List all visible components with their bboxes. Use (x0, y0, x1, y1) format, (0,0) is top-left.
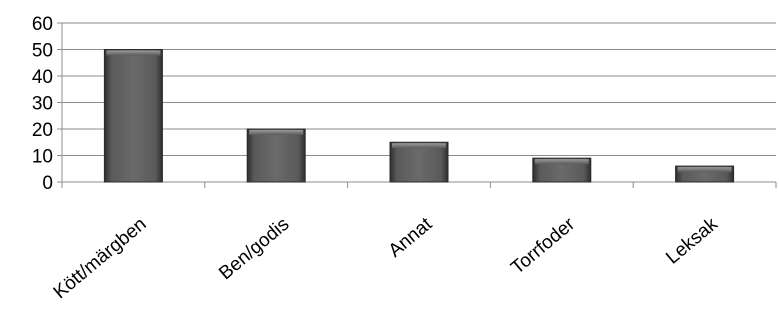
bar-body (246, 128, 306, 183)
bar-5 (675, 165, 735, 183)
bar-top-bevel (677, 167, 732, 173)
y-tick-label: 10 (32, 147, 53, 168)
y-tick-label: 60 (32, 14, 53, 35)
bar-4 (532, 157, 592, 183)
x-tick-label: Ben/godis (215, 214, 293, 284)
y-tick-labels: 0 10 20 30 40 50 60 (32, 14, 53, 194)
x-tick-label: Torrfoder (507, 213, 579, 278)
bar-2 (246, 128, 306, 183)
x-tick-labels: Kött/märgben Ben/godis Annat Torrfoder Leksa… (50, 213, 722, 303)
x-tick-label: Leksak (662, 213, 722, 268)
bar-top-bevel (249, 130, 304, 135)
bar-top-bevel (106, 50, 161, 56)
y-tick-label: 30 (32, 94, 53, 115)
y-tick-label: 50 (32, 41, 53, 62)
y-tick-label: 20 (32, 120, 53, 141)
bar-1 (103, 49, 163, 183)
bar-top-bevel (534, 159, 589, 165)
y-tick-label: 40 (32, 67, 53, 88)
bar-body (389, 141, 449, 183)
bar-top-bevel (392, 143, 446, 149)
x-tick-label: Kött/märgben (50, 214, 151, 303)
bars (103, 49, 735, 183)
x-tick-label: Annat (385, 213, 437, 261)
bar-body (103, 49, 163, 183)
y-tick-label: 0 (42, 173, 53, 194)
gridlines (62, 22, 776, 156)
bar-3 (389, 141, 449, 183)
